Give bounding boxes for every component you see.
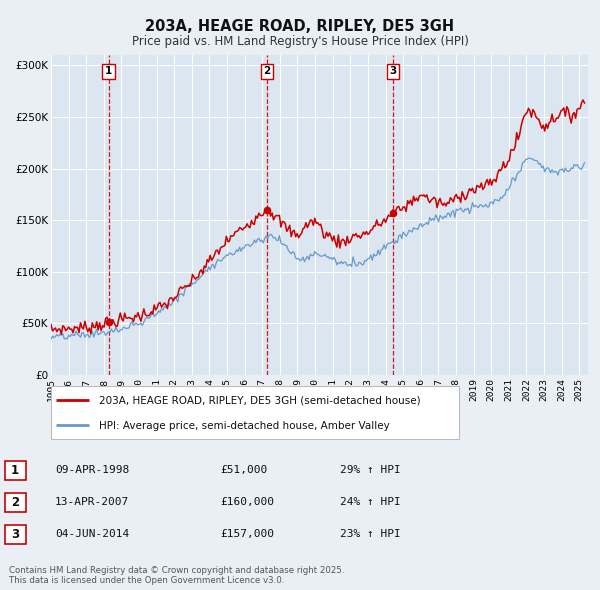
Text: £157,000: £157,000 [220, 529, 274, 539]
Text: 23% ↑ HPI: 23% ↑ HPI [340, 529, 401, 539]
Text: 09-APR-1998: 09-APR-1998 [55, 465, 129, 475]
Text: 1: 1 [105, 66, 112, 76]
Text: 24% ↑ HPI: 24% ↑ HPI [340, 497, 401, 507]
Text: 04-JUN-2014: 04-JUN-2014 [55, 529, 129, 539]
Text: HPI: Average price, semi-detached house, Amber Valley: HPI: Average price, semi-detached house,… [100, 421, 390, 431]
Text: 3: 3 [11, 527, 19, 540]
Text: Contains HM Land Registry data © Crown copyright and database right 2025.
This d: Contains HM Land Registry data © Crown c… [9, 566, 344, 585]
FancyBboxPatch shape [5, 525, 25, 543]
Text: 203A, HEAGE ROAD, RIPLEY, DE5 3GH (semi-detached house): 203A, HEAGE ROAD, RIPLEY, DE5 3GH (semi-… [100, 396, 421, 406]
Text: 29% ↑ HPI: 29% ↑ HPI [340, 465, 401, 475]
Text: 13-APR-2007: 13-APR-2007 [55, 497, 129, 507]
Text: 1: 1 [11, 464, 19, 477]
Text: £51,000: £51,000 [220, 465, 267, 475]
FancyBboxPatch shape [5, 493, 25, 512]
Text: £160,000: £160,000 [220, 497, 274, 507]
Text: 3: 3 [389, 66, 397, 76]
Text: 2: 2 [11, 496, 19, 509]
FancyBboxPatch shape [5, 461, 25, 480]
Text: 2: 2 [263, 66, 271, 76]
Text: 203A, HEAGE ROAD, RIPLEY, DE5 3GH: 203A, HEAGE ROAD, RIPLEY, DE5 3GH [145, 19, 455, 34]
FancyBboxPatch shape [51, 386, 459, 439]
Text: Price paid vs. HM Land Registry's House Price Index (HPI): Price paid vs. HM Land Registry's House … [131, 35, 469, 48]
